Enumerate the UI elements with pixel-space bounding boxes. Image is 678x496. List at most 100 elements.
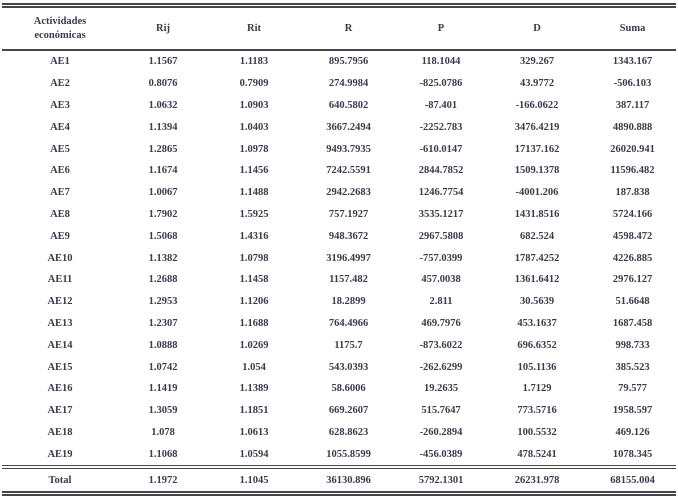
row-label: AE6 xyxy=(50,165,70,177)
row-label: AE9 xyxy=(50,230,70,242)
table-cell: 3535.1217 xyxy=(418,208,464,220)
table-cell: 895.7956 xyxy=(328,56,369,68)
total-cell: 5792.1301 xyxy=(397,465,485,494)
table-row: AE5 1.2865 1.0978 9493.7935 -610.0147 17137.1… xyxy=(2,138,676,160)
table-cell: 469.7976 xyxy=(421,317,461,329)
table-body: AE1 1.1567 1.1183 895.7956 118.1044 329.267 13… xyxy=(2,50,676,467)
table-cell: 0.7909 xyxy=(239,78,269,90)
activities-data-table: Actividades económicas Rij Rit R P D Suma AE1 1… xyxy=(2,3,676,496)
row-label: AE15 xyxy=(47,361,73,373)
table-cell: 58.6006 xyxy=(331,383,366,395)
table-cell: 628.8623 xyxy=(328,426,369,438)
table-cell: 682.524 xyxy=(519,230,555,242)
column-header-actividades-econ-micas: Actividades económicas xyxy=(2,5,118,51)
table-cell: -87.401 xyxy=(424,99,458,111)
table-cell: 1.3059 xyxy=(148,405,178,417)
table-cell: 17137.162 xyxy=(514,143,560,155)
table-cell: 11596.482 xyxy=(610,165,655,177)
table-cell: 3196.4997 xyxy=(326,252,371,264)
row-label: AE19 xyxy=(47,448,73,460)
table-cell: 4598.472 xyxy=(612,230,653,242)
column-header-r: R xyxy=(300,5,397,51)
table-cell: 51.6648 xyxy=(615,296,650,308)
table-row: AE1 1.1567 1.1183 895.7956 118.1044 329.267 13… xyxy=(2,50,676,73)
table-cell: -610.0147 xyxy=(419,143,463,155)
table-row: AE16 1.1419 1.1389 58.6006 19.2635 1.7129 79.5… xyxy=(2,378,676,400)
table-cell: -166.0622 xyxy=(515,99,559,111)
table-header: Actividades económicas Rij Rit R P D Suma xyxy=(2,5,676,51)
table-cell: 3667.2494 xyxy=(326,121,371,133)
table-cell: 1.0594 xyxy=(239,448,269,460)
table-cell: 1687.458 xyxy=(612,317,653,329)
table-cell: 1.1688 xyxy=(239,317,269,329)
table-cell: 1.0403 xyxy=(239,121,269,133)
column-header-rit: Rit xyxy=(208,5,300,51)
total-cell: 68155.004 xyxy=(589,465,676,494)
table-cell: 457.0038 xyxy=(421,274,461,286)
column-header-suma: Suma xyxy=(589,5,676,51)
table-cell: 385.523 xyxy=(615,361,650,373)
table-cell: 2942.2683 xyxy=(326,187,371,199)
table-row: AE9 1.5068 1.4316 948.3672 2967.5808 682.524 4… xyxy=(2,225,676,247)
table-cell: 515.7647 xyxy=(421,405,461,417)
table-cell: 4890.888 xyxy=(612,121,653,133)
table-cell: 1.078 xyxy=(151,426,175,438)
table-row: AE18 1.078 1.0613 628.8623 -260.2894 100.5532… xyxy=(2,422,676,444)
table-cell: 1509.1378 xyxy=(514,165,560,177)
table-cell: 1.0269 xyxy=(239,339,269,351)
table-cell: 948.3672 xyxy=(328,230,369,242)
table-cell: 998.733 xyxy=(615,339,650,351)
table-cell: 1078.345 xyxy=(612,448,653,460)
column-header-p: P xyxy=(397,5,485,51)
total-cell: 36130.896 xyxy=(300,465,397,494)
table-cell: -506.103 xyxy=(613,78,652,90)
table-cell: 1.0888 xyxy=(148,339,178,351)
row-label: AE4 xyxy=(50,121,70,133)
table-cell: 1343.167 xyxy=(612,56,653,68)
table-row: AE15 1.0742 1.054 543.0393 -262.6299 105.1136… xyxy=(2,356,676,378)
table-cell: 1.0742 xyxy=(148,361,178,373)
table-cell: 1958.597 xyxy=(612,405,653,417)
table-cell: 0.8076 xyxy=(148,78,178,90)
table-cell: 1.2953 xyxy=(148,296,178,308)
table-cell: 1431.8516 xyxy=(514,208,560,220)
table-cell: 1.1389 xyxy=(239,383,269,395)
table-cell: 478.5241 xyxy=(517,448,557,460)
table-cell: 19.2635 xyxy=(423,383,459,395)
table-cell: 387.117 xyxy=(615,99,650,111)
table-cell: 669.2607 xyxy=(328,405,369,417)
table-cell: 1.1674 xyxy=(148,165,178,177)
table-cell: 1246.7754 xyxy=(418,187,464,199)
table-cell: 1.0067 xyxy=(148,187,178,199)
table-cell: 1055.8599 xyxy=(326,448,371,460)
table-cell: 329.267 xyxy=(519,56,555,68)
table-cell: 79.577 xyxy=(618,383,647,395)
table-cell: 764.4966 xyxy=(328,317,369,329)
table-cell: 1.0903 xyxy=(239,99,269,111)
table-cell: 1.1068 xyxy=(148,448,178,460)
row-label: AE3 xyxy=(50,99,70,111)
table-cell: -260.2894 xyxy=(419,426,463,438)
table-cell: 118.1044 xyxy=(421,56,461,68)
table-row: AE19 1.1068 1.0594 1055.8599 -456.0389 478.52… xyxy=(2,443,676,467)
table-cell: 9493.7935 xyxy=(326,143,371,155)
table-cell: -2252.783 xyxy=(419,121,463,133)
table-cell: 1175.7 xyxy=(334,339,363,351)
table-row: AE6 1.1674 1.1456 7242.5591 2844.7852 1509.13… xyxy=(2,160,676,182)
table-cell: 543.0393 xyxy=(328,361,369,373)
row-label: AE12 xyxy=(47,296,73,308)
table-cell: 1.2865 xyxy=(148,143,178,155)
table-row: AE8 1.7902 1.5925 757.1927 3535.1217 1431.851… xyxy=(2,204,676,226)
table-cell: 1.2307 xyxy=(148,317,178,329)
table-row: AE7 1.0067 1.1488 2942.2683 1246.7754 -4001.2… xyxy=(2,182,676,204)
table-cell: 1.1419 xyxy=(148,383,178,395)
table-cell: 1.2688 xyxy=(148,274,178,286)
row-label: AE2 xyxy=(50,78,70,90)
total-cell: 26231.978 xyxy=(485,465,589,494)
row-label: AE17 xyxy=(47,405,73,417)
table-cell: 1.7902 xyxy=(148,208,178,220)
table-cell: 1.5925 xyxy=(239,208,269,220)
table-row: AE10 1.1382 1.0798 3196.4997 -757.0399 1787.4… xyxy=(2,247,676,269)
table-cell: 696.6352 xyxy=(517,339,557,351)
table-cell: 30.5639 xyxy=(519,296,555,308)
